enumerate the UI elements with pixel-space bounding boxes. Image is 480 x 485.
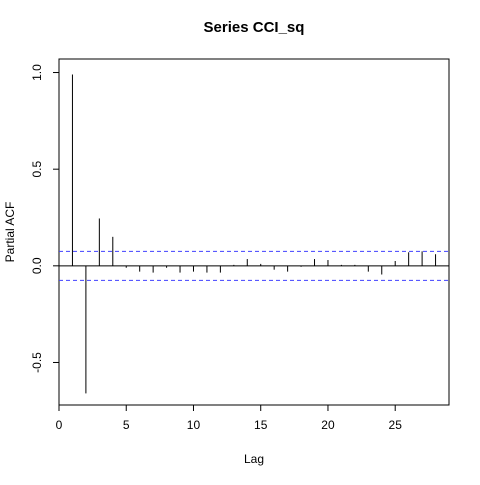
y-axis: -0.5 0.0 0.5 1.0 — [30, 64, 59, 373]
y-tick-label: -0.5 — [30, 352, 44, 373]
x-tick-label: 20 — [321, 418, 335, 432]
pacf-bars — [71, 74, 437, 394]
y-tick-label: 0.0 — [30, 257, 44, 274]
x-axis: 0 5 10 15 20 25 — [56, 405, 403, 432]
x-tick-label: 10 — [187, 418, 201, 432]
x-tick-label: 0 — [56, 418, 63, 432]
y-axis-title: Partial ACF — [3, 202, 17, 263]
x-tick-label: 5 — [123, 418, 130, 432]
confidence-bounds — [59, 250, 449, 281]
chart-title: Series CCI_sq — [204, 19, 305, 36]
x-tick-label: 15 — [254, 418, 268, 432]
y-tick-label: 1.0 — [30, 64, 44, 81]
x-axis-title: Lag — [244, 452, 264, 466]
x-tick-label: 25 — [389, 418, 403, 432]
y-tick-label: 0.5 — [30, 161, 44, 178]
plot-frame — [58, 58, 450, 406]
